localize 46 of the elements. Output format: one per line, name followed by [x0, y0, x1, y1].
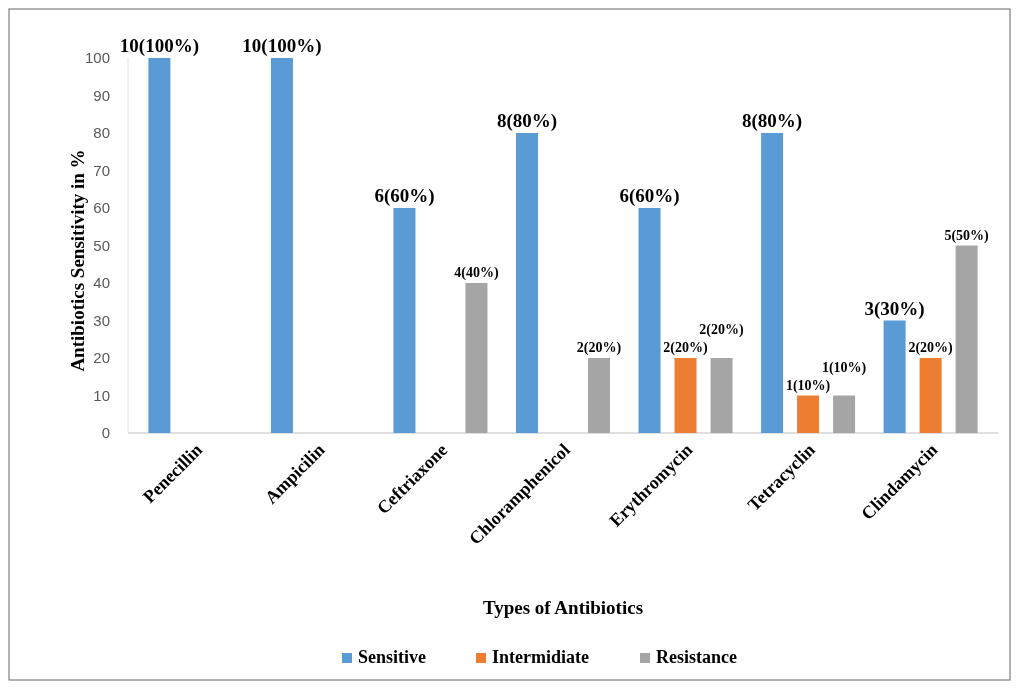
bar: [638, 208, 661, 433]
bar: [761, 133, 784, 433]
data-label: 1(10%): [821, 359, 867, 376]
bar: [674, 358, 697, 433]
bar: [833, 395, 856, 433]
bar: [516, 133, 538, 433]
y-tick-label: 40: [93, 274, 110, 292]
y-tick-label: 30: [93, 311, 110, 329]
y-tick-label: 80: [93, 124, 110, 142]
y-axis-title: Antibiotics Sensitivity in %: [67, 149, 88, 372]
data-label: 2(20%): [663, 340, 709, 356]
bar: [797, 395, 820, 433]
y-tick-label: 50: [93, 236, 110, 254]
bar: [955, 245, 978, 433]
data-label: 2(20%): [908, 340, 954, 356]
y-tick-label: 20: [93, 349, 110, 367]
data-label: 1(10%): [785, 377, 831, 394]
y-tick-label: 70: [93, 161, 110, 179]
bar: [919, 358, 942, 433]
bar: [465, 283, 488, 433]
y-tick-label: 60: [93, 199, 110, 217]
bar: [270, 58, 293, 433]
data-label: 8(80%): [496, 110, 558, 132]
bar: [588, 358, 610, 433]
bar: [148, 58, 171, 433]
data-label: 10(100%): [242, 35, 322, 57]
y-tick-label: 100: [84, 49, 110, 67]
x-axis-title: Types of Antibiotics: [482, 597, 644, 618]
bar: [393, 208, 416, 433]
data-label: 6(60%): [619, 185, 680, 207]
legend-label: Resistance: [656, 647, 737, 667]
bar: [883, 320, 906, 433]
bar: [710, 358, 733, 433]
data-label: 8(80%): [741, 110, 803, 132]
data-label: 3(30%): [864, 297, 925, 320]
data-label: 10(100%): [119, 35, 199, 57]
legend-label: Intermidiate: [492, 647, 589, 667]
y-tick-label: 0: [101, 424, 110, 442]
data-label: 5(50%): [944, 227, 990, 244]
y-tick-label: 10: [93, 386, 110, 404]
y-tick-label: 90: [93, 86, 110, 104]
data-label: 4(40%): [454, 265, 499, 281]
data-label: 6(60%): [374, 185, 435, 207]
data-label: 2(20%): [576, 340, 622, 356]
data-label: 2(20%): [699, 322, 745, 338]
legend-label: Sensitive: [358, 647, 427, 667]
